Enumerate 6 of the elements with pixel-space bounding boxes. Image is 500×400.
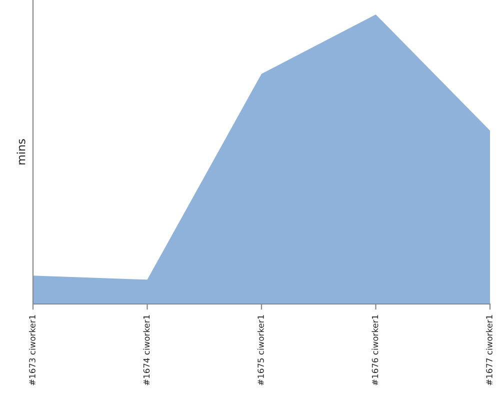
x-tick-label: #1675 ciworker1 xyxy=(257,315,264,386)
x-tick-label: #1673 ciworker1 xyxy=(28,315,36,386)
x-tick-label: #1674 ciworker1 xyxy=(143,315,150,386)
x-tick-label: #1676 ciworker1 xyxy=(372,315,378,386)
y-axis-title: mins xyxy=(16,139,26,164)
x-tick-label: #1677 ciworker1 xyxy=(486,315,492,386)
